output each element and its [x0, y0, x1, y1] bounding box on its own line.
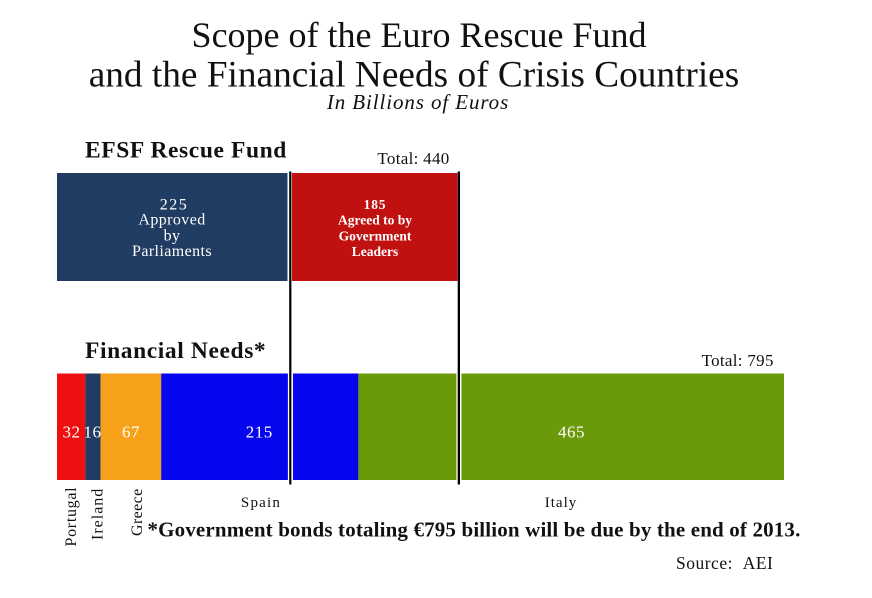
svg-text:215: 215: [246, 422, 273, 441]
svg-text:Source: AEI: Source: AEI: [676, 553, 773, 573]
svg-text:Agreed to by: Agreed to by: [338, 213, 412, 228]
svg-text:32: 32: [63, 422, 81, 441]
svg-text:and the Financial Needs of Cri: and the Financial Needs of Crisis Countr…: [89, 55, 740, 96]
svg-text:Greece: Greece: [129, 488, 146, 536]
svg-text:EFSF Rescue Fund: EFSF Rescue Fund: [85, 138, 287, 164]
svg-text:Portugal: Portugal: [63, 487, 80, 547]
svg-text:Leaders: Leaders: [352, 244, 399, 259]
svg-text:Scope of the Euro Rescue Fund: Scope of the Euro Rescue Fund: [192, 15, 647, 55]
svg-text:Government: Government: [339, 228, 412, 243]
svg-text:185: 185: [364, 197, 387, 212]
svg-text:67: 67: [122, 422, 140, 441]
svg-text:by: by: [164, 227, 181, 244]
svg-text:16: 16: [84, 422, 102, 441]
svg-text:Total: 795: Total: 795: [702, 351, 774, 370]
svg-text:Approved: Approved: [138, 212, 205, 229]
svg-text:Parliaments: Parliaments: [132, 243, 212, 260]
svg-text:Total: 440: Total: 440: [377, 149, 449, 168]
svg-text:Spain: Spain: [241, 495, 281, 511]
svg-text:In Billions of Euros: In Billions of Euros: [326, 90, 509, 114]
svg-text:*Government bonds totaling €79: *Government bonds totaling €795 billion …: [148, 518, 801, 542]
svg-text:Ireland: Ireland: [90, 488, 107, 540]
svg-text:225: 225: [160, 197, 189, 214]
svg-text:Financial Needs*: Financial Needs*: [85, 338, 266, 364]
svg-text:465: 465: [558, 422, 585, 441]
svg-text:Italy: Italy: [545, 495, 578, 511]
